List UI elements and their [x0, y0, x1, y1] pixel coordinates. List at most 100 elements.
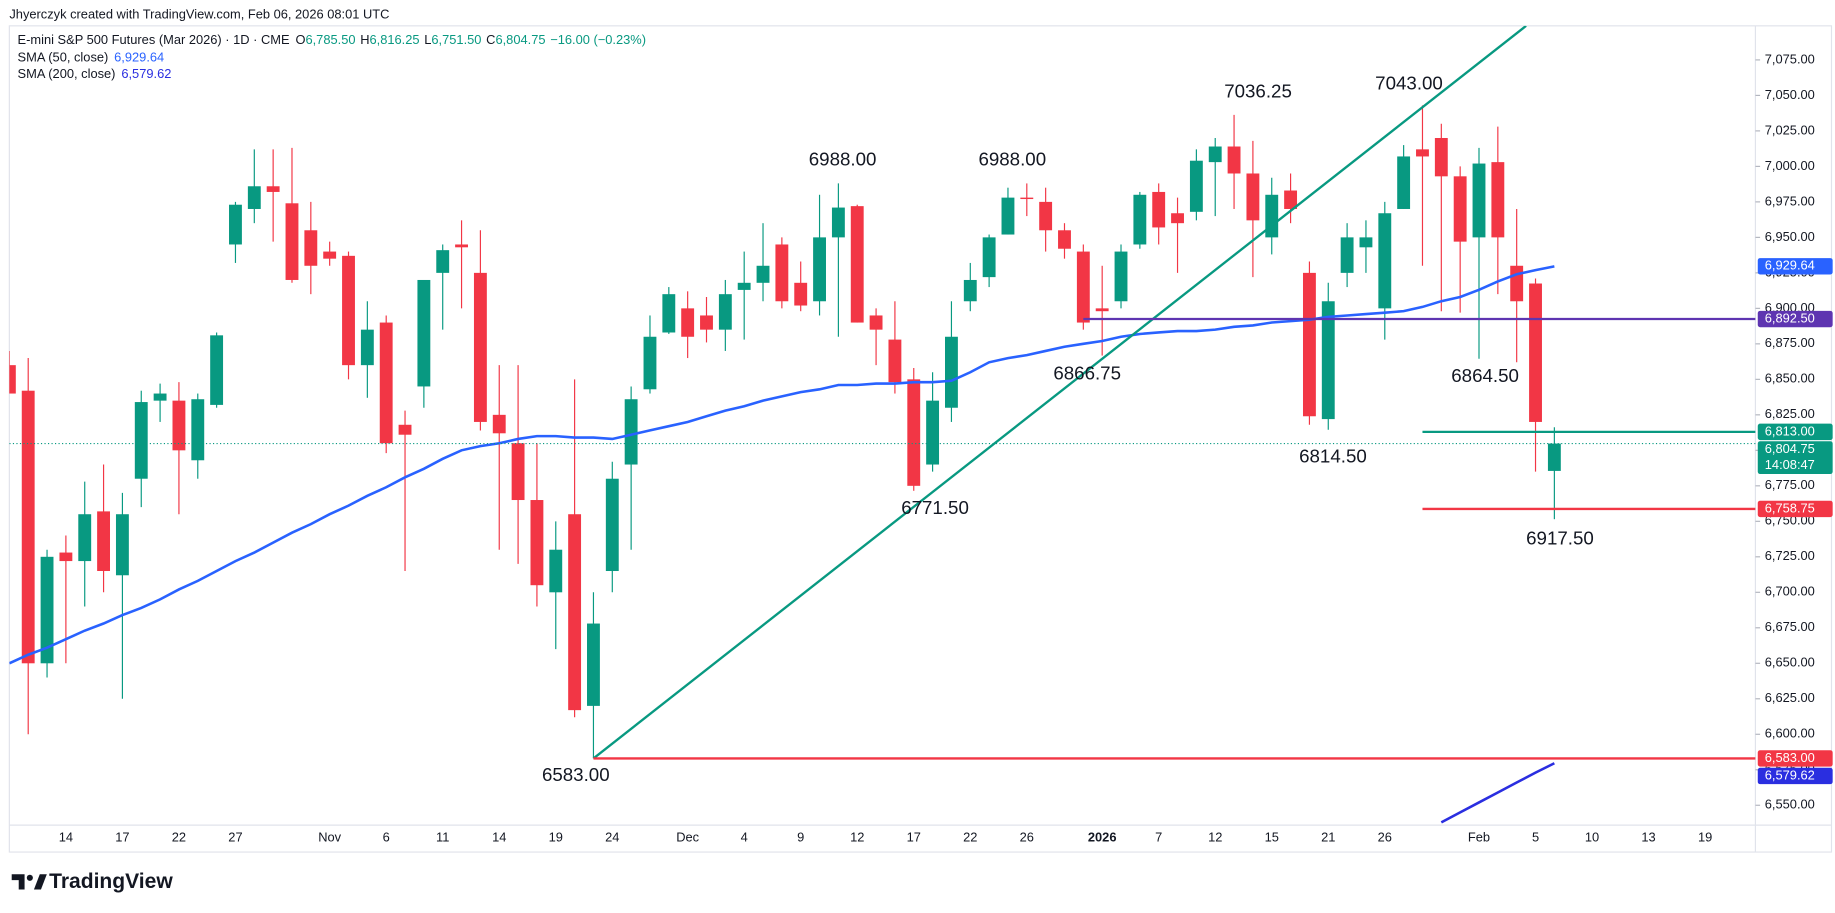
candle-body [850, 206, 864, 323]
price-annotation: 6988.00 [978, 148, 1046, 169]
price-tag-label: 6,929.64 [1765, 258, 1815, 273]
price-tag-label: 6,583.00 [1765, 750, 1815, 765]
price-tag [1757, 441, 1833, 475]
candle-body [21, 390, 35, 664]
candle-body [379, 322, 393, 444]
price-tag-label: 14:08:47 [1765, 457, 1815, 472]
x-tick-label: 12 [850, 829, 864, 844]
x-tick-label: 17 [907, 829, 921, 844]
axes: 6,550.006,575.006,600.006,625.006,650.00… [59, 51, 1833, 844]
ohlc-key: H [360, 32, 369, 47]
candle-body [78, 514, 92, 562]
y-tick-label: 6,950.00 [1765, 229, 1815, 244]
candle-body [229, 204, 242, 245]
price-annotation: 6866.75 [1053, 363, 1121, 384]
candle-body [945, 336, 958, 408]
price-annotation: 6771.50 [901, 497, 969, 518]
y-tick-label: 6,700.00 [1765, 584, 1815, 599]
candle-body [813, 237, 826, 302]
y-tick-label: 7,025.00 [1765, 122, 1815, 137]
price-annotation: 6988.00 [809, 148, 877, 169]
candle-body [115, 514, 129, 576]
x-tick-label: 6 [383, 829, 390, 844]
candle-body [1208, 146, 1222, 163]
candle-body [775, 244, 789, 302]
price-tag [1757, 258, 1833, 275]
candle-body [831, 207, 845, 238]
candle-body [1547, 443, 1561, 471]
candle-body [436, 250, 450, 273]
candle-body [1133, 194, 1147, 245]
x-tick-label: 12 [1208, 829, 1222, 844]
candle-body [304, 230, 318, 266]
ohlc-value: 6,785.50 [305, 32, 355, 47]
price-tag [1757, 310, 1833, 328]
x-tick-label: 7 [1155, 829, 1162, 844]
candle-body [1189, 160, 1203, 212]
candle-body [624, 399, 638, 465]
y-tick-label: 7,050.00 [1765, 87, 1815, 102]
candle-body [1340, 237, 1354, 273]
x-tick-label: 4 [741, 829, 748, 844]
candle-body [963, 279, 977, 302]
candle-body [681, 308, 695, 337]
price-tag [1757, 750, 1833, 767]
logo-mark [26, 874, 33, 881]
price-tag-label: 6,813.00 [1765, 423, 1815, 438]
candle-body [1171, 213, 1184, 224]
candle-body [1359, 237, 1373, 248]
legend-value: 6,929.64 [114, 50, 164, 65]
candle-body [1321, 301, 1335, 420]
price-tag [1757, 500, 1833, 518]
candle-body [285, 203, 299, 280]
sma-legend: SMA (50, close) 6,929.64 [18, 50, 165, 65]
candle-body [1416, 149, 1429, 157]
price-annotation: 6814.50 [1299, 446, 1367, 467]
candle-body [1510, 265, 1524, 302]
candle-body [700, 315, 713, 330]
x-tick-label: 24 [605, 829, 619, 844]
candle-body [342, 255, 355, 366]
candle-body [1039, 201, 1053, 231]
candle-body [907, 379, 921, 486]
y-tick-label: 6,600.00 [1765, 726, 1815, 741]
x-tick-label: 19 [1698, 829, 1712, 844]
candle-body [511, 443, 525, 501]
ohlc-key: O [295, 32, 305, 47]
brand-name: TradingView [49, 870, 173, 893]
candle-body [323, 251, 337, 259]
candle-body [568, 514, 582, 711]
x-tick-label: Dec [676, 829, 699, 844]
x-tick-label: 26 [1378, 829, 1392, 844]
x-tick-label: 11 [436, 829, 449, 844]
candle-body [1114, 251, 1128, 302]
candle-body [926, 400, 940, 465]
y-tick-label: 6,725.00 [1765, 548, 1815, 563]
ohlc-key: C [486, 32, 495, 47]
candle-body [605, 478, 619, 572]
candle-body [1265, 194, 1279, 238]
candle-body [360, 329, 374, 366]
candle-body [1152, 191, 1166, 228]
candle-body [247, 186, 261, 209]
x-tick-label: 22 [172, 829, 186, 844]
x-tick-label: 10 [1585, 829, 1599, 844]
legend-name: SMA (200, close) [18, 66, 116, 81]
candle-body [1378, 213, 1392, 309]
price-tag-label: 6,804.75 [1765, 441, 1815, 456]
candle-body [1246, 173, 1260, 221]
candle-body [982, 237, 996, 278]
ohlc-value: 6,751.50 [431, 32, 481, 47]
x-tick-label: 19 [549, 829, 563, 844]
price-tag-label: 6,892.50 [1765, 310, 1815, 325]
y-tick-label: 7,075.00 [1765, 51, 1815, 66]
price-annotation: 6917.50 [1526, 528, 1594, 549]
ohlc-value: 6,804.75 [495, 32, 545, 47]
legend-name: SMA (50, close) [18, 50, 109, 65]
x-tick-label: 21 [1321, 829, 1335, 844]
candle-body [266, 186, 280, 192]
candle-body [210, 335, 224, 405]
candle-body [888, 339, 902, 383]
